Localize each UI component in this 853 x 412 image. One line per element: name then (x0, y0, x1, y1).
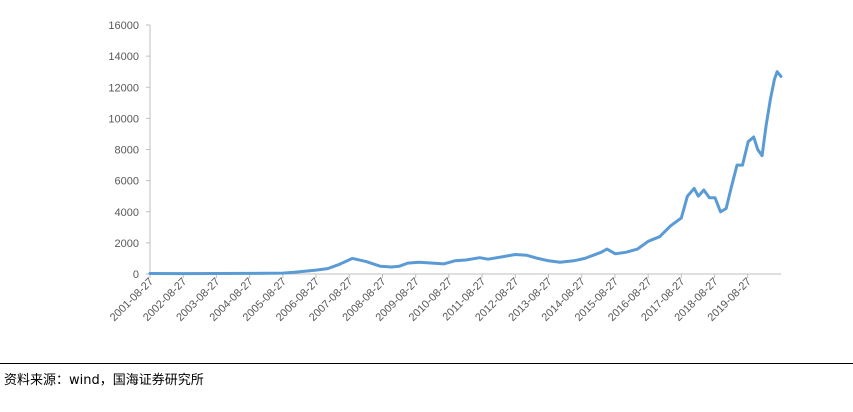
x-axis: 2001-08-272002-08-272003-08-272004-08-27… (108, 273, 781, 324)
y-axis: 0 2000 4000 6000 8000 10000 12000 14000 16000 (108, 20, 151, 281)
y-tick-label: 10000 (108, 113, 139, 125)
series-layer (148, 70, 783, 276)
y-tick-label: 4000 (115, 207, 139, 219)
divider (0, 363, 853, 364)
y-tick-label: 16000 (108, 20, 139, 32)
source-note: 资料来源：wind，国海证券研究所 (4, 373, 204, 388)
y-tick-label: 0 (133, 269, 139, 281)
y-tick-label: 12000 (108, 82, 139, 94)
line-chart: 0 2000 4000 6000 8000 10000 12000 14000 16000 20… (108, 20, 783, 324)
y-tick-label: 14000 (108, 51, 139, 63)
y-tick-label: 2000 (115, 238, 139, 250)
y-tick-label: 6000 (115, 176, 139, 188)
y-tick-label: 8000 (115, 145, 139, 157)
series-line-0 (148, 70, 783, 276)
